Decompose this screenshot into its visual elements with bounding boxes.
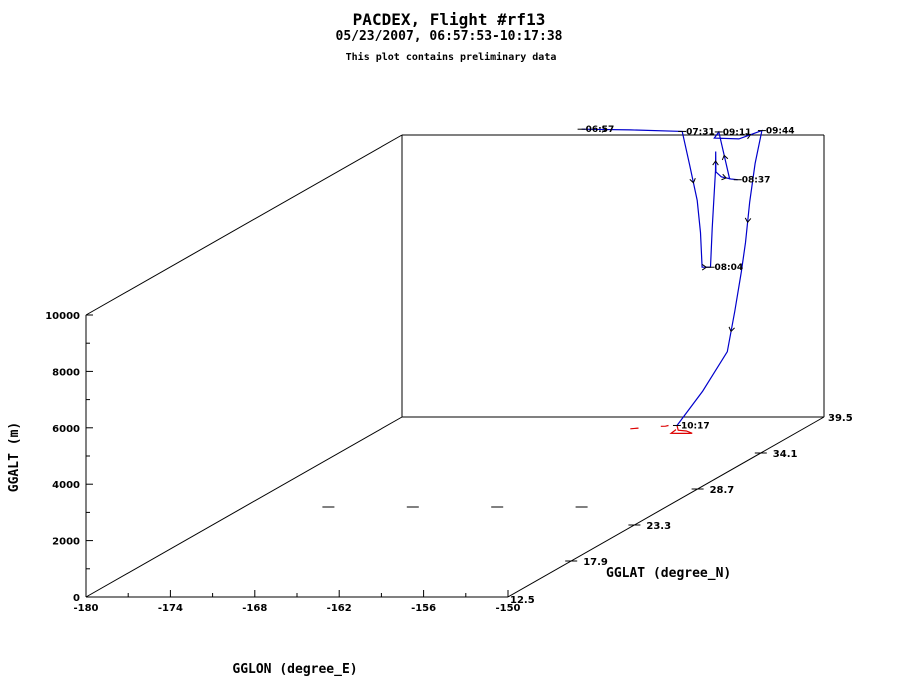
series-line-3 <box>630 427 639 430</box>
axis-ticks: -180 -174 -168 -162 -156 -150 17.9 23.3 28.7 34.1… <box>45 311 853 614</box>
z-tick-label: 6000 <box>52 424 80 435</box>
z-tick-label: 8000 <box>52 367 80 378</box>
x-tick-label: -168 <box>242 603 267 614</box>
time-label: 09:11 <box>723 128 752 138</box>
direction-arrow <box>728 326 735 333</box>
y-tick-label: 28.7 <box>710 485 735 496</box>
series-line-0 <box>581 128 763 426</box>
box-top-left-edge <box>85 134 403 316</box>
direction-arrow <box>721 173 728 181</box>
direction-arrow <box>689 177 696 184</box>
time-label: 10:17 <box>681 421 710 431</box>
y-limit-label-min: 12.5 <box>510 595 535 606</box>
flight-track-series <box>581 126 763 434</box>
time-label: 09:44 <box>766 127 795 137</box>
x-tick-label: -174 <box>158 603 183 614</box>
series-line-2 <box>660 424 669 427</box>
y-axis-label: GGLAT (degree_N) <box>606 566 731 581</box>
direction-arrow <box>712 160 719 166</box>
x-axis-label: GGLON (degree_E) <box>232 662 357 677</box>
direction-arrow <box>701 263 708 271</box>
time-label: 06:57 <box>586 125 615 135</box>
z-tick-label: 2000 <box>52 537 80 548</box>
direction-arrow <box>744 217 752 224</box>
y-axis-line-left <box>85 416 403 598</box>
y-limit-label-max: 39.5 <box>828 413 853 424</box>
plot-box <box>85 134 825 598</box>
direction-arrow <box>601 126 607 133</box>
direction-arrow <box>745 133 752 140</box>
y-tick-label: 17.9 <box>583 557 608 568</box>
y-tick-label: 34.1 <box>773 449 798 460</box>
chart-title: PACDEX, Flight #rf13 <box>353 10 546 29</box>
x-tick-label: -162 <box>327 603 352 614</box>
chart-note: This plot contains preliminary data <box>346 51 557 63</box>
direction-arrow <box>721 154 729 161</box>
time-label: 08:37 <box>742 176 771 186</box>
x-tick-label: -180 <box>73 603 98 614</box>
x-tick-label: -150 <box>495 603 520 614</box>
z-tick-label: 4000 <box>52 480 80 491</box>
x-tick-label: -156 <box>411 603 436 614</box>
series-line-1 <box>669 425 693 434</box>
y-axis-line-right <box>507 416 825 598</box>
z-axis-label: GGALT (m) <box>7 422 22 492</box>
time-label: 07:31 <box>686 127 715 137</box>
time-labels: 06:57 07:31 08:04 08:37 09:11 09:44 10:17 <box>577 125 795 431</box>
z-tick-label: 10000 <box>45 311 80 322</box>
chart-subtitle: 05/23/2007, 06:57:53-10:17:38 <box>336 29 563 44</box>
z-tick-label: 0 <box>73 593 80 604</box>
y-tick-label: 23.3 <box>646 521 671 532</box>
time-label: 08:04 <box>715 263 744 273</box>
